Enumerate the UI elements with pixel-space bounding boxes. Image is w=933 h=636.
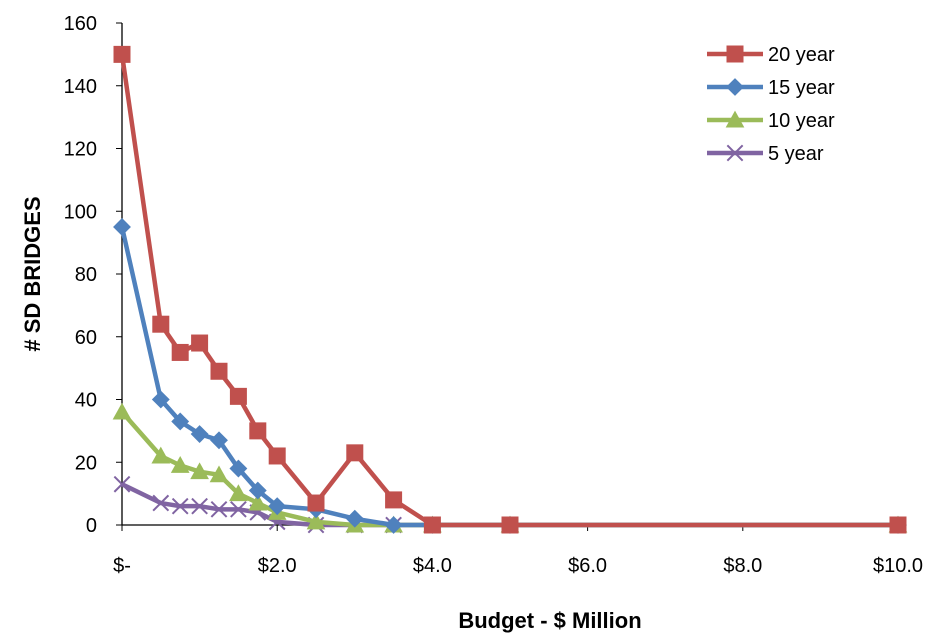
data-point-10-year [248, 493, 268, 511]
data-point-15-year [345, 509, 364, 528]
data-point-10-year [112, 402, 132, 420]
y-tick-label: 0 [86, 515, 97, 537]
x-tick-label: $2.0 [258, 555, 297, 577]
data-point-20-year [889, 516, 907, 534]
data-point-20-year [249, 422, 267, 440]
y-tick-label: 120 [64, 139, 97, 161]
y-tick-label: 160 [64, 13, 97, 35]
y-tick-label: 40 [75, 390, 97, 412]
data-point-20-year [307, 494, 325, 512]
data-point-15-year [268, 497, 287, 516]
data-point-5-year [191, 497, 208, 515]
data-point-15-year [248, 481, 267, 500]
data-point-15-year [151, 390, 170, 409]
data-point-10-year [151, 446, 171, 464]
data-point-20-year [171, 343, 189, 361]
data-point-5-year [152, 494, 170, 512]
data-point-20-year [191, 334, 209, 352]
series-layer [112, 45, 908, 534]
data-point-20-year [152, 315, 170, 333]
y-tick-label: 20 [75, 452, 97, 474]
legend-label-15-year: 15 year [768, 77, 835, 99]
data-point-5-year [113, 475, 131, 493]
legend-item-20-year: 20 year [707, 44, 835, 66]
data-point-5-year [210, 500, 228, 518]
data-point-20-year [423, 516, 441, 534]
y-axis-title: # SD BRIDGES [20, 196, 45, 351]
data-point-10-year [190, 462, 209, 480]
data-point-10-year [170, 456, 190, 473]
legend: 20 year 15 year 10 year 5 year [707, 44, 835, 165]
data-point-15-year [229, 459, 248, 478]
y-tick-label: 60 [75, 327, 97, 349]
legend-marker-5-year [726, 144, 744, 162]
data-point-10-year [209, 465, 229, 483]
x-axis-title: Budget - $ Million [458, 608, 641, 633]
data-point-5-year [171, 497, 189, 515]
x-tick-label: $4.0 [413, 555, 452, 577]
data-point-15-year [113, 218, 131, 236]
data-point-15-year [210, 431, 228, 450]
data-point-20-year [501, 516, 519, 534]
x-tick-label: $10.0 [873, 555, 923, 577]
data-point-20-year [229, 387, 247, 405]
plot-area [122, 23, 898, 525]
legend-label-20-year: 20 year [768, 44, 835, 66]
y-tick-label: 80 [75, 264, 97, 286]
legend-label-5-year: 5 year [768, 143, 824, 165]
x-tick-label: $- [113, 555, 131, 577]
plot-background [122, 23, 898, 525]
data-point-15-year [190, 425, 209, 443]
data-point-10-year [229, 484, 248, 502]
data-point-20-year [346, 444, 364, 462]
legend-marker-15-year [726, 78, 744, 96]
data-point-20-year [113, 45, 131, 63]
legend-item-5-year: 5 year [707, 143, 824, 165]
legend-item-10-year: 10 year [707, 110, 835, 132]
data-point-15-year [384, 516, 403, 534]
y-tick-label: 140 [64, 76, 97, 98]
data-point-20-year [268, 447, 286, 465]
y-tick-label: 100 [64, 201, 97, 223]
data-point-5-year [230, 500, 247, 518]
legend-marker-20-year [726, 45, 744, 63]
legend-item-15-year: 15 year [707, 77, 835, 99]
data-point-20-year [385, 491, 403, 509]
x-tick-label: $6.0 [568, 555, 607, 577]
legend-marker-10-year [725, 110, 745, 128]
x-tick-label: $8.0 [723, 555, 762, 577]
series-20-year [113, 45, 907, 534]
data-point-15-year [171, 412, 190, 431]
data-point-10-year [306, 512, 326, 530]
legend-label-10-year: 10 year [768, 110, 835, 132]
data-point-20-year [210, 362, 228, 380]
